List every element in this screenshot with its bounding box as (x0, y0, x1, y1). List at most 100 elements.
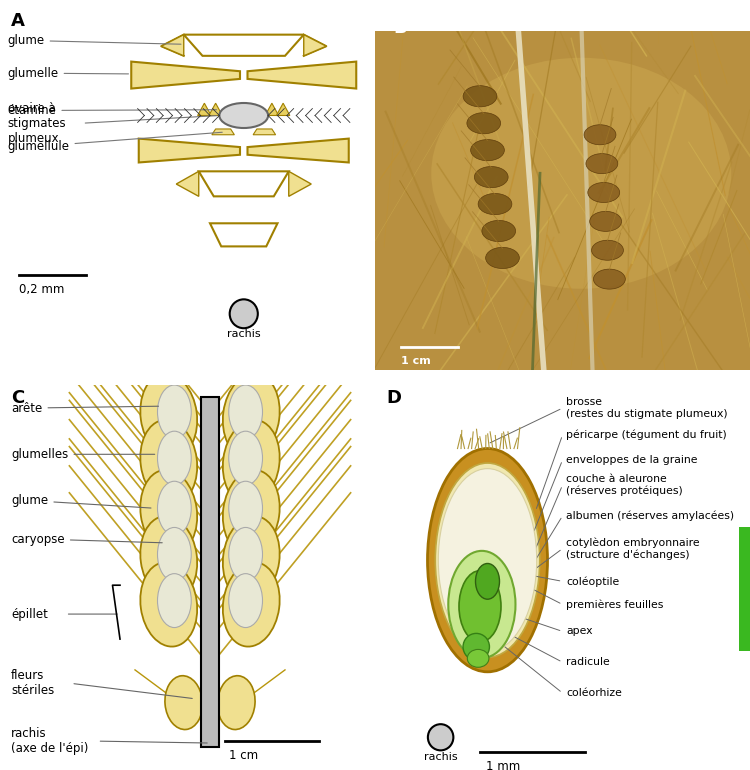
Polygon shape (161, 35, 184, 56)
Ellipse shape (140, 562, 197, 647)
Text: premières feuilles: premières feuilles (566, 599, 664, 610)
Ellipse shape (223, 420, 280, 504)
Text: brosse
(restes du stigmate plumeux): brosse (restes du stigmate plumeux) (566, 397, 728, 419)
Ellipse shape (593, 270, 626, 289)
Bar (375, 0, 750, 31)
Text: EMBRYON: EMBRYON (740, 564, 750, 614)
Text: glume: glume (11, 494, 151, 508)
Text: coléorhize: coléorhize (566, 688, 622, 698)
Ellipse shape (140, 516, 197, 601)
Text: coléoptile: coléoptile (566, 576, 620, 587)
Polygon shape (131, 62, 240, 89)
Text: 1 cm: 1 cm (401, 356, 431, 366)
Ellipse shape (438, 469, 537, 651)
Ellipse shape (427, 448, 548, 671)
Ellipse shape (435, 463, 540, 658)
Text: 1 mm: 1 mm (486, 761, 520, 770)
Text: A: A (11, 12, 26, 29)
Ellipse shape (229, 574, 262, 628)
Ellipse shape (223, 516, 280, 601)
Ellipse shape (474, 166, 508, 188)
Text: couche à aleurone
(réserves protéiques): couche à aleurone (réserves protéiques) (566, 474, 683, 496)
Text: glumelles: glumelles (11, 448, 154, 460)
Polygon shape (211, 129, 234, 135)
Text: 1 cm: 1 cm (229, 748, 258, 762)
Ellipse shape (158, 385, 191, 439)
Text: albumen (réserves amylacées): albumen (réserves amylacées) (566, 511, 734, 521)
Ellipse shape (592, 240, 623, 260)
Text: épillet: épillet (11, 608, 48, 621)
Text: étamine: étamine (8, 104, 217, 117)
Bar (375, 31, 750, 370)
Text: fleurs
stériles: fleurs stériles (11, 669, 55, 698)
Ellipse shape (467, 649, 489, 668)
Polygon shape (276, 103, 290, 116)
Ellipse shape (229, 385, 262, 439)
Polygon shape (209, 103, 223, 116)
Ellipse shape (158, 574, 191, 628)
Ellipse shape (140, 420, 197, 504)
Text: cotylèdon embryonnaire
(structure d'échanges): cotylèdon embryonnaire (structure d'écha… (566, 537, 700, 560)
Ellipse shape (223, 562, 280, 647)
Ellipse shape (158, 527, 191, 581)
Ellipse shape (217, 676, 255, 729)
Polygon shape (266, 103, 279, 116)
Ellipse shape (158, 481, 191, 535)
Text: B: B (394, 19, 407, 37)
Ellipse shape (588, 182, 620, 203)
Ellipse shape (448, 551, 515, 658)
Text: caryopse: caryopse (11, 533, 162, 545)
Polygon shape (176, 172, 199, 196)
Text: glume: glume (8, 34, 181, 47)
Text: rachis: rachis (227, 330, 260, 339)
Polygon shape (248, 139, 349, 162)
Text: apex: apex (566, 627, 592, 636)
Text: péricarpe (tégument du fruit): péricarpe (tégument du fruit) (566, 430, 727, 440)
Ellipse shape (431, 58, 731, 289)
Ellipse shape (223, 373, 280, 458)
Ellipse shape (486, 247, 519, 269)
Text: rachis: rachis (424, 752, 458, 762)
Ellipse shape (584, 125, 616, 145)
Ellipse shape (140, 470, 197, 554)
Ellipse shape (158, 431, 191, 485)
Bar (375, 370, 750, 385)
Text: arête: arête (11, 402, 158, 414)
Text: ovaire à
stigmates
plumeux: ovaire à stigmates plumeux (8, 102, 66, 145)
Ellipse shape (229, 527, 262, 581)
Ellipse shape (471, 139, 504, 161)
Polygon shape (248, 62, 356, 89)
Polygon shape (210, 223, 278, 246)
Text: glumellule: glumellule (8, 132, 222, 152)
Polygon shape (198, 103, 211, 116)
Ellipse shape (466, 112, 501, 134)
Text: rachis
(axe de l'épi): rachis (axe de l'épi) (11, 727, 88, 755)
Ellipse shape (463, 85, 496, 107)
Ellipse shape (427, 724, 453, 750)
Ellipse shape (463, 634, 490, 660)
Ellipse shape (229, 481, 262, 535)
Polygon shape (304, 35, 326, 56)
Text: 0,2 mm: 0,2 mm (19, 283, 64, 296)
Ellipse shape (478, 193, 512, 215)
Polygon shape (289, 172, 311, 196)
Polygon shape (254, 129, 276, 135)
Text: enveloppes de la graine: enveloppes de la graine (566, 455, 698, 465)
Text: glumelle: glumelle (8, 67, 128, 79)
Ellipse shape (223, 470, 280, 554)
Ellipse shape (476, 564, 500, 599)
Polygon shape (139, 139, 240, 162)
Text: D: D (386, 389, 401, 407)
Ellipse shape (140, 373, 197, 458)
Bar (201, 397, 220, 747)
Ellipse shape (219, 103, 268, 128)
Ellipse shape (229, 431, 262, 485)
Ellipse shape (586, 154, 618, 174)
Ellipse shape (590, 211, 622, 231)
Ellipse shape (230, 300, 258, 328)
Ellipse shape (482, 220, 516, 242)
Ellipse shape (459, 571, 501, 642)
Text: radicule: radicule (566, 658, 610, 667)
Bar (739, 527, 750, 651)
Polygon shape (199, 172, 289, 196)
